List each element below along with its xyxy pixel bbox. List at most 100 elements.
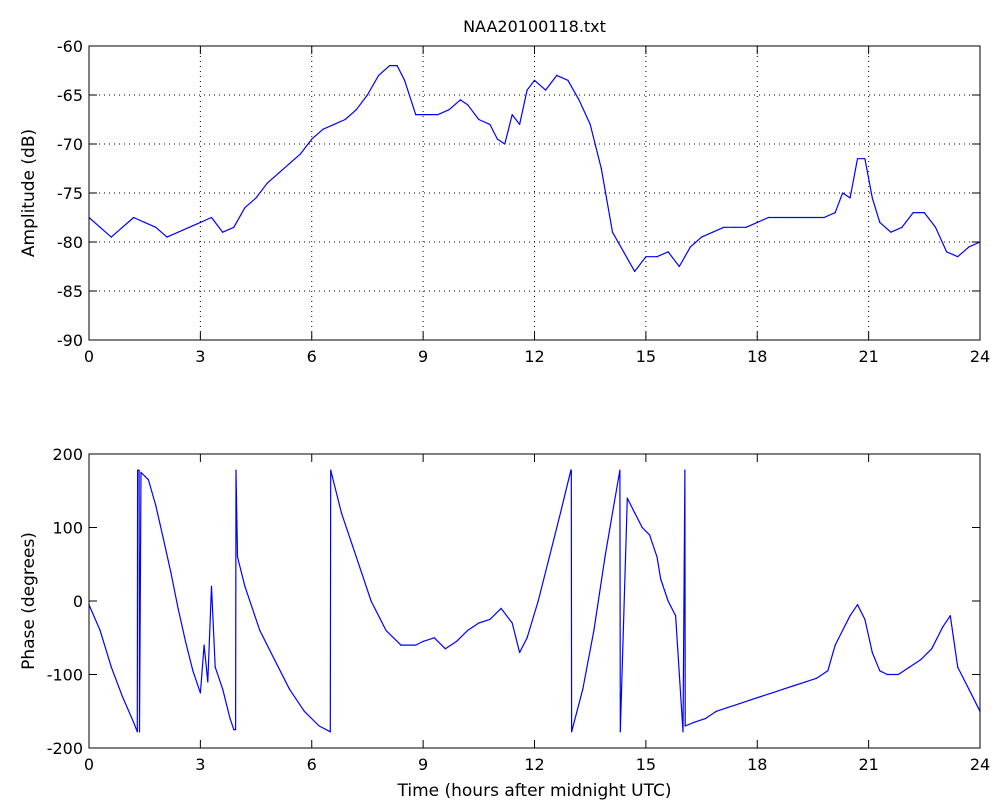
y-tick-label: -75 — [57, 184, 83, 203]
data-point — [745, 226, 747, 228]
data-point — [648, 534, 651, 536]
x-tick-label: 21 — [858, 347, 878, 366]
data-point — [330, 469, 332, 471]
data-point — [949, 615, 951, 617]
data-point — [604, 556, 606, 558]
data-point — [908, 666, 911, 668]
data-point — [222, 231, 224, 233]
data-point — [448, 109, 450, 111]
data-point — [778, 216, 781, 219]
data-point — [570, 469, 572, 471]
data-point — [890, 231, 892, 233]
data-point — [526, 89, 528, 91]
data-point — [138, 731, 141, 733]
data-point — [377, 74, 380, 76]
data-point — [593, 629, 595, 632]
y-tick-label: -65 — [57, 86, 83, 105]
data-point — [634, 270, 636, 272]
y-tick-label: -80 — [57, 233, 83, 252]
data-point — [489, 618, 491, 620]
data-point — [110, 236, 112, 238]
data-point — [582, 688, 584, 690]
data-point — [274, 659, 276, 661]
data-point — [199, 692, 201, 694]
data-point — [684, 469, 686, 471]
plot-area — [89, 454, 980, 748]
data-point — [823, 216, 825, 219]
data-point — [177, 607, 179, 609]
data-point — [311, 138, 313, 140]
data-point — [760, 695, 762, 698]
data-point — [842, 192, 844, 194]
data-point — [192, 670, 194, 672]
x-tick-label: 21 — [858, 755, 878, 774]
data-point — [355, 556, 357, 558]
data-point — [132, 721, 135, 723]
data-point — [140, 471, 142, 473]
data-point — [715, 710, 718, 712]
x-tick-label: 15 — [636, 755, 656, 774]
data-point — [726, 706, 729, 709]
data-point — [455, 640, 458, 643]
data-point — [968, 688, 970, 690]
data-point — [144, 221, 146, 223]
data-point — [235, 729, 237, 731]
data-point — [749, 699, 751, 701]
data-point — [834, 644, 836, 646]
data-point — [370, 600, 372, 602]
data-point — [920, 659, 922, 661]
data-point — [619, 731, 621, 733]
data-point — [437, 114, 439, 116]
data-point — [207, 681, 209, 683]
data-point — [489, 123, 491, 125]
data-point — [660, 578, 662, 580]
data-point — [344, 118, 346, 121]
y-axis-label: Amplitude (dB) — [19, 129, 39, 257]
data-point — [682, 731, 684, 733]
axes-top: 0 3 6 9 12 15 18 21 24 -90 -85 -80 -75 -70 -65 -60 Ampli… — [19, 17, 990, 366]
data-point — [879, 670, 881, 672]
data-point — [426, 114, 428, 116]
data-point — [856, 604, 859, 606]
data-point — [300, 153, 302, 155]
x-tick-label: 12 — [524, 347, 544, 366]
data-point — [155, 504, 157, 507]
data-point — [864, 158, 866, 160]
x-tick-label: 24 — [970, 347, 990, 366]
data-point — [214, 666, 216, 668]
data-point — [162, 537, 164, 540]
data-point — [99, 226, 101, 228]
data-point — [623, 251, 625, 253]
data-point — [856, 158, 859, 160]
data-point — [571, 731, 573, 733]
data-point — [467, 629, 469, 632]
y-tick-label: 200 — [52, 445, 83, 464]
data-point — [147, 479, 149, 481]
data-point — [415, 114, 417, 116]
data-point — [210, 585, 213, 587]
y-tick-label: -90 — [57, 331, 83, 350]
data-point — [340, 512, 343, 514]
data-point — [459, 99, 461, 101]
data-point — [641, 526, 643, 529]
data-point — [519, 123, 521, 125]
data-point — [634, 512, 636, 514]
data-point — [712, 231, 714, 233]
data-point — [533, 79, 536, 81]
data-point — [589, 123, 591, 125]
x-tick-label: 0 — [84, 347, 94, 366]
data-point — [842, 629, 844, 632]
data-point — [121, 226, 124, 228]
data-point — [678, 265, 680, 268]
data-point — [233, 226, 235, 228]
data-point — [244, 207, 246, 209]
data-point — [782, 688, 784, 690]
data-point — [121, 695, 124, 698]
data-point — [700, 236, 703, 238]
data-point — [99, 629, 101, 632]
x-tick-label: 18 — [747, 755, 767, 774]
data-point — [496, 138, 498, 140]
data-point — [444, 648, 446, 650]
x-tick-label: 24 — [970, 755, 990, 774]
data-point — [684, 725, 686, 727]
